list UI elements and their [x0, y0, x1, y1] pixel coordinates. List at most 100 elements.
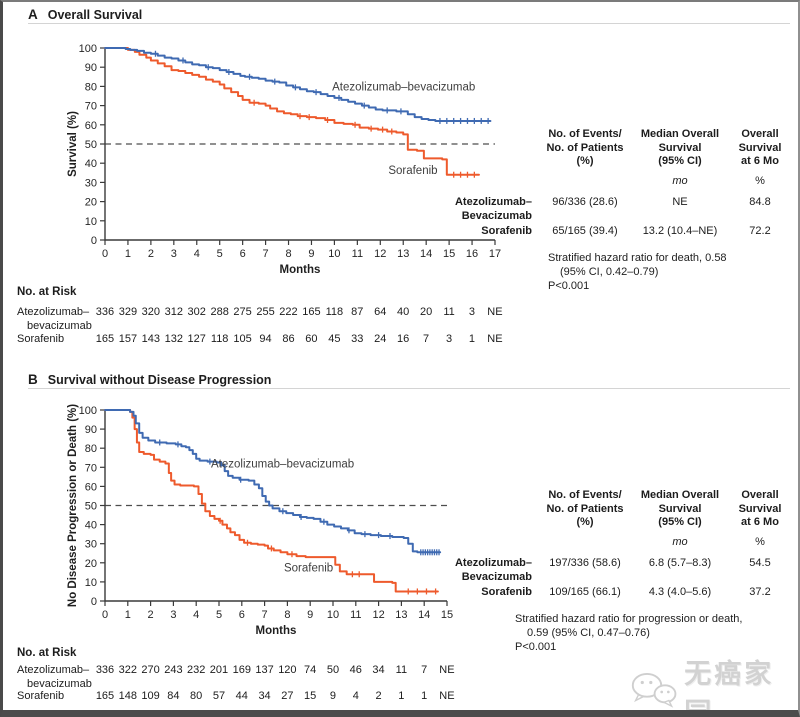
risk-value: 329	[118, 306, 138, 318]
summary-grid: No. of Events/ No. of Patients (%) Median…	[445, 128, 790, 239]
curve-label: Atezolizumab–bevacizumab	[332, 81, 475, 93]
curve-label: Atezolizumab–bevacizumab	[211, 458, 354, 470]
summary-col-header: Overall Survival at 6 Mo	[738, 128, 782, 167]
risk-value: 255	[256, 306, 275, 318]
risk-value: 87	[351, 306, 364, 318]
x-tick-label: 11	[352, 248, 363, 260]
risk-value: 45	[328, 333, 341, 345]
summary-at6mo-value: 84.8	[749, 196, 771, 208]
y-tick-label: 100	[79, 405, 97, 417]
risk-label-line: Atezolizumab–	[17, 664, 90, 676]
risk-value: 127	[187, 333, 206, 345]
summary-row-label: Sorafenib	[481, 225, 532, 237]
summary-events-value: 109/165 (66.1)	[549, 586, 621, 598]
risk-label-line: bevacizumab	[27, 677, 92, 690]
panel-title-b: B Survival without Disease Progression	[28, 372, 271, 387]
x-tick-label: 2	[148, 248, 154, 260]
y-tick-label: 90	[85, 424, 97, 436]
y-tick-label: 20	[85, 197, 97, 209]
risk-label-line: Atezolizumab–	[17, 306, 90, 318]
panel-title-text-a: Overall Survival	[47, 8, 143, 22]
risk-value: 201	[209, 664, 229, 676]
summary-col-header: No. of Events/ No. of Patients (%)	[546, 128, 624, 167]
y-axis-label: Survival (%)	[67, 111, 79, 177]
risk-value: 137	[255, 664, 274, 676]
risk-value: 222	[279, 306, 298, 318]
km-curve-sorafenib	[104, 409, 439, 593]
risk-value: 50	[326, 664, 340, 676]
summary-col-header: Overall Survival at 6 Mo	[738, 489, 782, 528]
x-tick-label: 3	[171, 248, 177, 260]
risk-value: 46	[349, 664, 362, 676]
summary-grid: No. of Events/ No. of Patients (%) Median…	[445, 489, 790, 600]
km-curve-atezolizumab-bevacizumab	[104, 409, 442, 554]
y-tick-label: 70	[85, 462, 97, 474]
summary-table-b: No. of Events/ No. of Patients (%) Median…	[445, 489, 790, 600]
summary-median-value: NE	[672, 196, 688, 208]
summary-row-label: Sorafenib	[481, 586, 532, 598]
risk-value: 120	[278, 664, 297, 676]
x-tick-label: 13	[395, 609, 407, 621]
risk-value: 336	[95, 664, 115, 676]
hazard-note-line: Stratified hazard ratio for progression …	[515, 613, 743, 625]
x-axis-label: Months	[256, 625, 297, 637]
risk-value: 7	[421, 664, 428, 676]
title-rule	[28, 388, 790, 389]
risk-value: 118	[325, 306, 344, 318]
summary-table-a: No. of Events/ No. of Patients (%) Median…	[445, 128, 790, 239]
risk-value: 94	[259, 333, 272, 345]
y-tick-label: 100	[79, 43, 97, 55]
risk-value: 57	[212, 690, 226, 702]
risk-value: NE	[487, 333, 503, 345]
x-tick-label: 4	[194, 248, 200, 260]
risk-value: 157	[118, 333, 138, 345]
panel-title-a: A Overall Survival	[28, 7, 142, 22]
hazard-note-line: 0.59 (95% CI, 0.47–0.76)	[527, 627, 650, 639]
risk-value: 11	[443, 306, 455, 318]
x-tick-label: 13	[397, 248, 409, 260]
risk-value: 2	[375, 690, 382, 702]
x-tick-label: 0	[102, 609, 108, 621]
y-tick-label: 10	[85, 216, 97, 228]
risk-row-label: Atezolizumab– bevacizumab	[17, 664, 92, 691]
risk-heading: No. at Risk	[17, 286, 77, 298]
hazard-note-line: Stratified hazard ratio for death, 0.58	[548, 252, 727, 264]
x-tick-label: 10	[327, 609, 339, 621]
risk-value: 1	[421, 690, 428, 702]
watermark-text: 无癌家园	[684, 659, 775, 717]
y-tick-label: 60	[85, 120, 97, 132]
x-tick-label: 6	[240, 248, 246, 260]
y-tick-label: 30	[85, 539, 97, 551]
summary-header-spacer	[445, 489, 540, 532]
risk-value: 15	[304, 690, 317, 702]
summary-row-label: Atezolizumab– Bevacizumab	[454, 196, 532, 222]
y-tick-label: 80	[85, 81, 97, 93]
risk-value: NE	[487, 306, 503, 318]
summary-unit-mo: mo	[672, 174, 688, 187]
curve-label: Sorafenib	[284, 563, 333, 575]
x-axis-label: Months	[280, 264, 321, 276]
x-tick-label: 0	[102, 248, 108, 260]
risk-label-line: bevacizumab	[27, 319, 92, 332]
x-tick-label: 5	[216, 609, 222, 621]
risk-value: 64	[374, 306, 387, 318]
x-tick-label: 9	[307, 609, 313, 621]
y-tick-label: 80	[85, 443, 97, 455]
risk-value: 165	[95, 333, 115, 345]
risk-value: 44	[235, 690, 248, 702]
summary-events-value: 65/165 (39.4)	[552, 225, 618, 237]
y-tick-label: 90	[85, 62, 97, 74]
km-curve-sorafenib	[104, 47, 480, 176]
risk-value: 20	[419, 306, 433, 318]
x-tick-label: 8	[285, 248, 291, 260]
risk-value: 302	[187, 306, 206, 318]
hazard-note-line: P<0.001	[548, 280, 590, 292]
x-tick-label: 7	[262, 609, 268, 621]
x-tick-label: 14	[420, 248, 432, 260]
x-tick-label: 16	[466, 248, 478, 260]
summary-col-header: Median Overall Survival (95% CI)	[640, 489, 720, 528]
summary-header-spacer	[445, 128, 540, 171]
panel-letter-b: B	[28, 372, 38, 387]
x-tick-label: 14	[418, 609, 430, 621]
summary-median-value: 6.8 (5.7–8.3)	[648, 557, 712, 569]
